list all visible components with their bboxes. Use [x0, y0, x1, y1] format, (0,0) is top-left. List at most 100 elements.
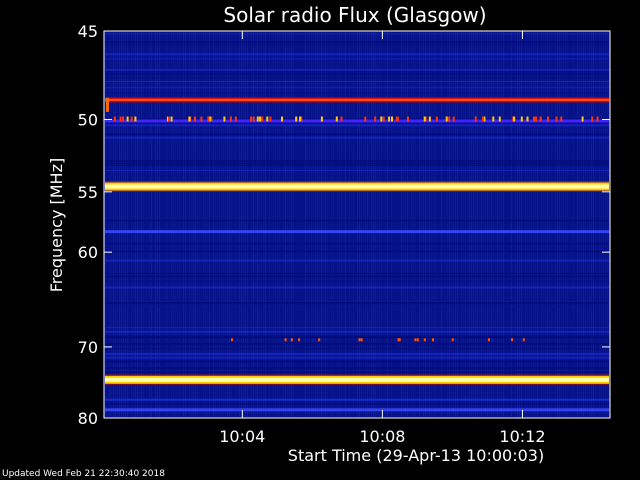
heatmap-column [183, 32, 184, 417]
heatmap-column [405, 32, 406, 417]
heatmap-column [193, 32, 194, 417]
heatmap-column [253, 32, 254, 417]
heatmap-column [455, 32, 456, 417]
heatmap-column [401, 32, 402, 417]
heatmap-column [267, 32, 268, 417]
burst-dot [284, 338, 287, 342]
heatmap-column [221, 32, 222, 417]
heatmap-column [517, 32, 518, 417]
heatmap-column [513, 32, 514, 417]
heatmap-column [153, 32, 154, 417]
burst-dot [428, 116, 431, 122]
frequency-band [105, 98, 609, 101]
heatmap-column [493, 32, 494, 417]
burst-dot [535, 116, 538, 122]
heatmap-column [137, 32, 138, 417]
heatmap-column [145, 32, 146, 417]
burst-dot [482, 116, 484, 122]
burst-dot [200, 116, 203, 122]
heatmap-column [507, 32, 508, 417]
burst-dot [391, 116, 393, 122]
burst-dot [451, 338, 454, 342]
burst-dot [266, 116, 269, 122]
heatmap-column [491, 32, 492, 417]
heatmap-row [105, 81, 609, 82]
heatmap-column [533, 32, 534, 417]
x-tick-label: 10:08 [359, 427, 405, 446]
heatmap-column [177, 32, 178, 417]
burst-dot [560, 116, 563, 122]
heatmap-column [579, 32, 580, 417]
heatmap-column [185, 32, 186, 417]
heatmap-column [151, 32, 152, 417]
heatmap-column [113, 32, 114, 417]
heatmap-streaks [105, 32, 610, 417]
heatmap-column [433, 32, 434, 417]
heatmap-column [537, 32, 538, 417]
heatmap-column [573, 32, 574, 417]
burst-dot [581, 116, 584, 122]
heatmap-column [423, 32, 424, 417]
heatmap-column [297, 32, 298, 417]
heatmap-column [215, 32, 216, 417]
heatmap-column [279, 32, 280, 417]
heatmap-column [107, 32, 108, 417]
heatmap-column [133, 32, 134, 417]
heatmap-column [275, 32, 276, 417]
heatmap-column [367, 32, 368, 417]
heatmap-column [449, 32, 450, 417]
heatmap-column [125, 32, 126, 417]
heatmap-column [479, 32, 480, 417]
heatmap-column [413, 32, 414, 417]
heatmap-row [105, 219, 609, 222]
heatmap-row [105, 250, 609, 253]
heatmap-column [239, 32, 240, 417]
heatmap-column [165, 32, 166, 417]
heatmap-column [283, 32, 284, 417]
heatmap-column [323, 32, 324, 417]
heatmap-column [291, 32, 292, 417]
heatmap-column [327, 32, 328, 417]
heatmap-column [373, 32, 374, 417]
burst-dot [318, 338, 321, 342]
y-tick-label: 50 [78, 110, 98, 129]
heatmap-column [543, 32, 544, 417]
heatmap-column [473, 32, 474, 417]
heatmap-row [105, 327, 609, 329]
heatmap-column [589, 32, 590, 417]
heatmap-column [199, 32, 200, 417]
heatmap-column [233, 32, 234, 417]
heatmap-column [467, 32, 468, 417]
heatmap-column [495, 32, 496, 417]
burst-dot [374, 116, 377, 122]
heatmap-row [105, 360, 609, 363]
burst-dot [295, 116, 298, 122]
heatmap-row [105, 33, 609, 35]
y-axis: 45 50 55 60 70 80 [78, 22, 610, 428]
heatmap-column [201, 32, 202, 417]
heatmap-column [303, 32, 304, 417]
heatmap-column [325, 32, 326, 417]
heatmap-column [391, 32, 392, 417]
heatmap-column [563, 32, 564, 417]
heatmap-column [263, 32, 264, 417]
heatmap-column [487, 32, 488, 417]
heatmap-row [105, 301, 609, 303]
heatmap-column [559, 32, 560, 417]
burst-dot [448, 116, 451, 122]
heatmap-column [341, 32, 342, 417]
heatmap-column [463, 32, 464, 417]
burst-dot [261, 116, 264, 122]
heatmap-column [549, 32, 550, 417]
heatmap-column [415, 32, 416, 417]
heatmap-column [359, 32, 360, 417]
heatmap-column [361, 32, 362, 417]
heatmap-bands [105, 97, 609, 412]
heatmap-column [139, 32, 140, 417]
heatmap-row [105, 275, 609, 278]
heatmap-column [461, 32, 462, 417]
heatmap-row [105, 58, 609, 60]
heatmap-column [205, 32, 206, 417]
heatmap-column [383, 32, 384, 417]
burst-dot [207, 116, 210, 122]
